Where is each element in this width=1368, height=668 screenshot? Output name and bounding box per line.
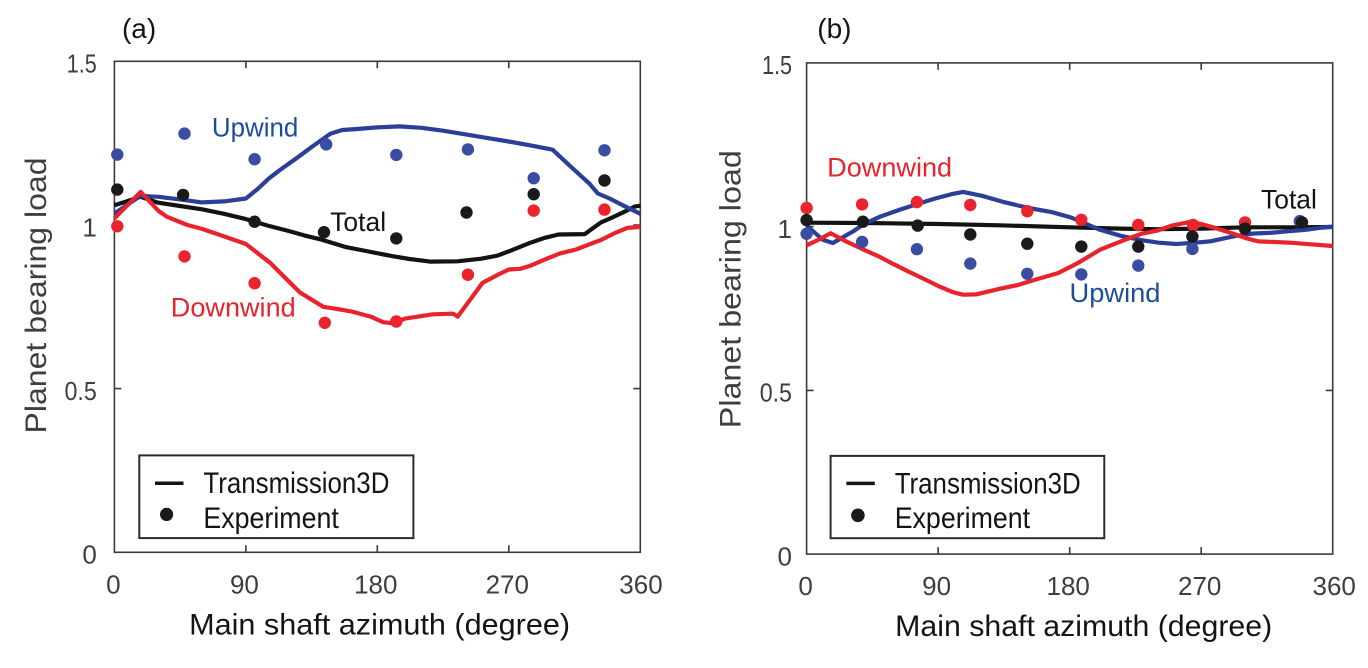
svg-text:270: 270 — [486, 569, 529, 599]
svg-text:180: 180 — [1047, 571, 1090, 601]
svg-text:0.5: 0.5 — [65, 376, 97, 406]
svg-text:Experiment: Experiment — [203, 502, 339, 535]
svg-text:1.5: 1.5 — [67, 49, 97, 79]
svg-text:Downwind: Downwind — [171, 293, 296, 323]
svg-text:Planet bearing load: Planet bearing load — [20, 157, 53, 433]
svg-text:0: 0 — [82, 540, 96, 570]
svg-text:0.5: 0.5 — [760, 378, 792, 408]
svg-text:Upwind: Upwind — [1070, 278, 1161, 308]
svg-text:Upwind: Upwind — [212, 113, 298, 143]
svg-text:Main shaft azimuth (degree): Main shaft azimuth (degree) — [189, 608, 570, 641]
svg-text:(b): (b) — [817, 13, 851, 44]
svg-text:90: 90 — [922, 571, 951, 601]
svg-text:0: 0 — [106, 569, 120, 599]
svg-text:Transmission3D: Transmission3D — [895, 467, 1081, 500]
svg-text:360: 360 — [1313, 571, 1356, 601]
svg-text:Experiment: Experiment — [895, 502, 1031, 535]
svg-text:Total: Total — [1261, 185, 1317, 215]
svg-text:0: 0 — [798, 571, 812, 601]
svg-text:1: 1 — [778, 214, 792, 244]
svg-text:(a): (a) — [122, 13, 156, 44]
svg-text:1.5: 1.5 — [762, 50, 792, 80]
svg-text:270: 270 — [1178, 571, 1221, 601]
svg-text:90: 90 — [230, 569, 259, 599]
svg-text:1: 1 — [82, 212, 96, 242]
svg-text:Downwind: Downwind — [827, 153, 952, 183]
svg-text:Main shaft azimuth (degree): Main shaft azimuth (degree) — [895, 610, 1272, 643]
svg-text:180: 180 — [354, 569, 397, 599]
svg-text:360: 360 — [619, 569, 662, 599]
svg-text:0: 0 — [778, 541, 792, 571]
svg-text:Transmission3D: Transmission3D — [203, 467, 389, 500]
svg-text:Total: Total — [330, 207, 386, 237]
svg-text:Planet bearing load: Planet bearing load — [715, 150, 748, 428]
